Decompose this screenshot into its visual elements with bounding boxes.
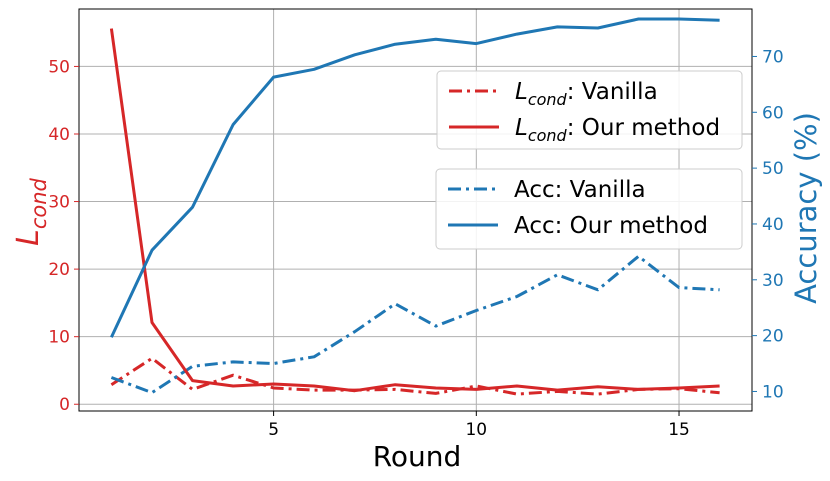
series-line-3 [110, 17, 720, 338]
legend-frame [436, 70, 743, 150]
right-y-tick-label: 60 [762, 103, 784, 123]
legend-label: Acc: Our method [514, 213, 708, 239]
plot-frame [78, 8, 753, 412]
series-line-1 [109, 28, 720, 393]
legend-label-subscript: cond [528, 90, 568, 109]
left-y-axis-label: Lcond [11, 177, 51, 245]
x-tick-label: 5 [268, 420, 279, 440]
legend-label: Acc: Vanilla [514, 177, 646, 203]
legend-label-base: L [515, 115, 528, 141]
left-y-tick-label: 50 [48, 57, 70, 77]
left-y-tick-label: 0 [59, 395, 70, 415]
left-y-tick-label: 40 [48, 125, 70, 145]
left-y-tick-label: 30 [48, 193, 70, 213]
left-y-tick-label: 20 [48, 260, 70, 280]
x-axis-label: Round [373, 440, 462, 473]
right-y-tick-label: 50 [762, 159, 784, 179]
legend-label-subscript: cond [528, 126, 568, 145]
right-y-tick-label: 10 [762, 382, 784, 402]
x-tick-label: 10 [465, 420, 487, 440]
right-y-axis-label: Accuracy (%) [789, 112, 823, 304]
right-y-tick-label: 40 [762, 215, 784, 235]
x-tick-label: 15 [668, 420, 690, 440]
left-y-tick-label: 10 [48, 328, 70, 348]
series-line-2 [110, 254, 720, 395]
right-y-tick-label: 20 [762, 327, 784, 347]
legend-box-2: Acc: Vanilla Acc: Our method [435, 168, 743, 250]
right-y-tick-label: 30 [762, 271, 784, 291]
axes: 5 10 15 0 10 20 30 40 50 10 20 30 40 50 60 70 [48, 47, 783, 440]
legend-label-base: L [515, 79, 528, 105]
legend-label: Lcond: Vanilla [515, 79, 658, 109]
series-line-0 [110, 356, 720, 396]
right-y-tick-label: 70 [762, 47, 784, 67]
legend-frame [435, 168, 743, 250]
legend-label-text: : Our method [567, 115, 720, 141]
series-layer [109, 17, 720, 396]
left-y-axis-label-subscript: cond [27, 177, 51, 229]
legend-label-text: : Vanilla [567, 79, 658, 105]
legend-label: Lcond: Our method [515, 115, 720, 145]
left-y-axis-label-base: L [11, 229, 46, 246]
